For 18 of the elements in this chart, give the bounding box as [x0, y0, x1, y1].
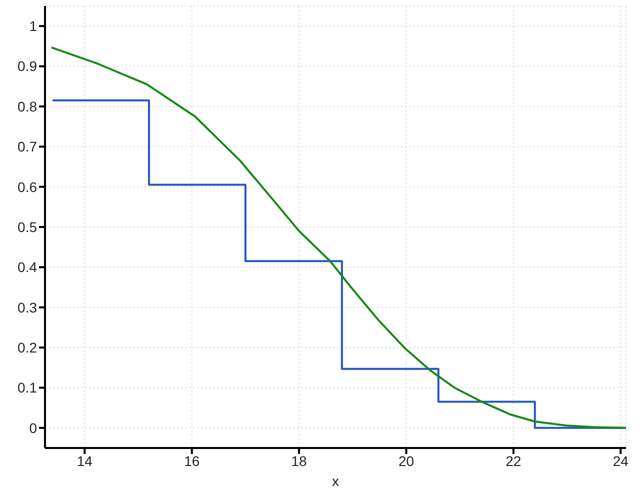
- y-tick-label: 0.9: [18, 58, 38, 74]
- y-tick-label: 0.4: [18, 259, 38, 276]
- x-tick-label: 22: [506, 452, 522, 469]
- x-tick-label: 14: [76, 452, 93, 469]
- y-tick-label: 0.2: [18, 340, 38, 356]
- y-tick-label: 0.6: [18, 178, 38, 195]
- x-tick-label: 20: [398, 452, 414, 469]
- x-tick-label: 24: [612, 452, 629, 469]
- y-tick-label: 0.7: [18, 138, 38, 155]
- y-tick-label: 0.8: [18, 98, 38, 114]
- x-tick-label: 18: [291, 452, 308, 469]
- x-axis-title: x: [332, 473, 339, 489]
- x-tick-label: 16: [184, 452, 200, 469]
- y-tick-label: 1: [29, 18, 38, 34]
- y-tick-label: 0.3: [18, 299, 38, 316]
- y-tick-label: 0.5: [18, 218, 38, 235]
- y-tick-label: 0.1: [18, 380, 38, 396]
- y-tick-label: 0: [29, 420, 38, 436]
